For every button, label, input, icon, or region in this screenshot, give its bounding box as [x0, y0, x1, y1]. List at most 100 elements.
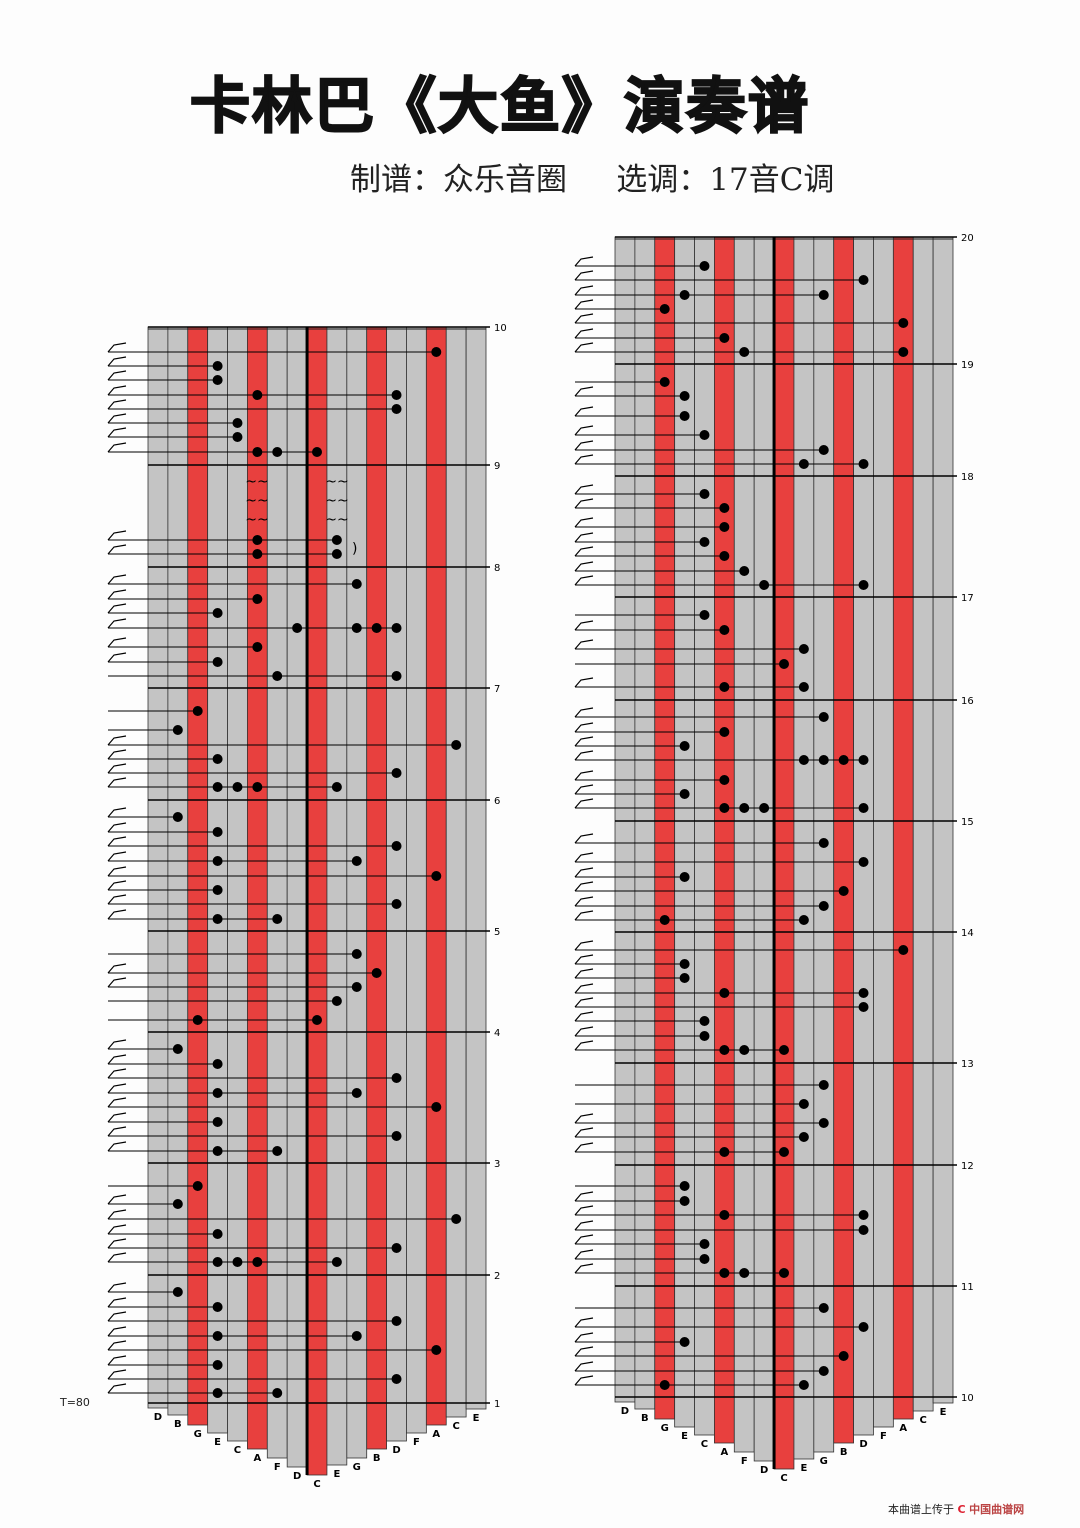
note-dot — [331, 1257, 342, 1267]
note-flag-icon — [574, 386, 594, 397]
measure-number: 19 — [961, 360, 974, 371]
note-flag-icon — [574, 798, 594, 809]
tine-A — [714, 236, 735, 1444]
note-dot — [232, 1257, 243, 1267]
note-dot — [699, 1016, 710, 1026]
note-dot — [212, 1229, 223, 1239]
note-dot — [212, 914, 223, 924]
note-flag-icon — [107, 603, 127, 614]
note-dot — [212, 782, 223, 792]
tine-label: F — [274, 1462, 281, 1473]
note-dot — [391, 1073, 402, 1083]
tine-D — [853, 236, 874, 1436]
note-flag-icon — [107, 963, 127, 974]
note-flag-icon — [107, 1039, 127, 1050]
note-dot — [818, 1118, 829, 1128]
note-dot — [759, 803, 770, 813]
credit-text: 本曲谱上传于 — [888, 1503, 954, 1516]
tine-label: C — [453, 1421, 460, 1432]
measure-number: 15 — [961, 817, 974, 828]
tine-label: E — [214, 1437, 221, 1448]
note-flag-icon — [574, 833, 594, 844]
note-dot — [391, 390, 402, 400]
note-dot — [192, 706, 203, 716]
note-dot — [719, 727, 730, 737]
note-dot — [232, 432, 243, 442]
measure-number: 9 — [494, 461, 500, 472]
tine-C — [773, 236, 795, 1470]
tine-label: D — [760, 1465, 768, 1476]
tine-label: G — [820, 1456, 828, 1467]
note-dot — [838, 1351, 849, 1361]
note-dot — [391, 841, 402, 851]
note-dot — [351, 949, 362, 959]
site-name: 中国曲谱网 — [969, 1503, 1024, 1516]
note-dot — [719, 1268, 730, 1278]
tempo-label: T=80 — [60, 1396, 90, 1409]
note-flag-icon — [107, 1238, 127, 1249]
note-flag-icon — [574, 1361, 594, 1372]
note-dot — [798, 915, 809, 925]
note-dot — [391, 899, 402, 909]
note-dot — [252, 594, 263, 604]
note-dot — [431, 347, 442, 357]
note-dot — [838, 886, 849, 896]
note-flag-icon — [574, 299, 594, 310]
note-dot — [798, 644, 809, 654]
note-flag-icon — [574, 910, 594, 921]
note-flag-icon — [574, 1191, 594, 1202]
tine-label: E — [800, 1463, 807, 1474]
site-logo-icon: C — [957, 1503, 966, 1516]
upload-credit: 本曲谱上传于 C 中国曲谱网 — [888, 1501, 1024, 1517]
note-dot — [858, 275, 869, 285]
note-dot — [719, 682, 730, 692]
note-dot — [759, 580, 770, 590]
note-dot — [252, 447, 263, 457]
note-dot — [351, 1331, 362, 1341]
note-dot — [699, 1254, 710, 1264]
note-dot — [212, 1117, 223, 1127]
note-dot — [699, 489, 710, 499]
note-flag-icon — [574, 736, 594, 747]
note-dot — [798, 1132, 809, 1142]
tremolo-icon: ~~ — [325, 512, 348, 528]
site-name-a: 中国 — [969, 1503, 992, 1516]
note-flag-icon — [574, 285, 594, 296]
note-dot — [858, 857, 869, 867]
note-flag-icon — [574, 1263, 594, 1274]
note-flag-icon — [107, 1209, 127, 1220]
note-dot — [212, 1388, 223, 1398]
tine-B — [833, 236, 854, 1444]
note-dot — [798, 1099, 809, 1109]
note-dot — [431, 1345, 442, 1355]
tine-label: E — [940, 1407, 947, 1418]
tremolo-icon: ~~ — [325, 493, 348, 509]
note-flag-icon — [107, 544, 127, 555]
note-dot — [818, 1303, 829, 1313]
note-dot — [272, 1146, 283, 1156]
note-flag-icon — [574, 1317, 594, 1328]
note-flag-icon — [107, 851, 127, 862]
note-flag-icon — [107, 894, 127, 905]
note-dot — [679, 959, 690, 969]
note-flag-icon — [107, 735, 127, 746]
tine-label: D — [621, 1406, 629, 1417]
note-dot — [659, 915, 670, 925]
note-flag-icon — [574, 639, 594, 650]
note-dot — [252, 1257, 263, 1267]
note-dot — [719, 333, 730, 343]
note-flag-icon — [574, 1220, 594, 1231]
tine-E — [793, 236, 815, 1460]
tine-label: A — [432, 1429, 440, 1440]
tremolo-icon: ~~ — [245, 493, 268, 509]
note-dot — [212, 1059, 223, 1069]
note-flag-icon — [574, 770, 594, 781]
note-flag-icon — [574, 1113, 594, 1124]
note-flag-icon — [574, 1142, 594, 1153]
note-flag-icon — [574, 1026, 594, 1037]
note-flag-icon — [574, 532, 594, 543]
note-dot — [679, 741, 690, 751]
note-flag-icon — [574, 1332, 594, 1343]
note-flag-icon — [574, 328, 594, 339]
tine-label: E — [473, 1413, 480, 1424]
